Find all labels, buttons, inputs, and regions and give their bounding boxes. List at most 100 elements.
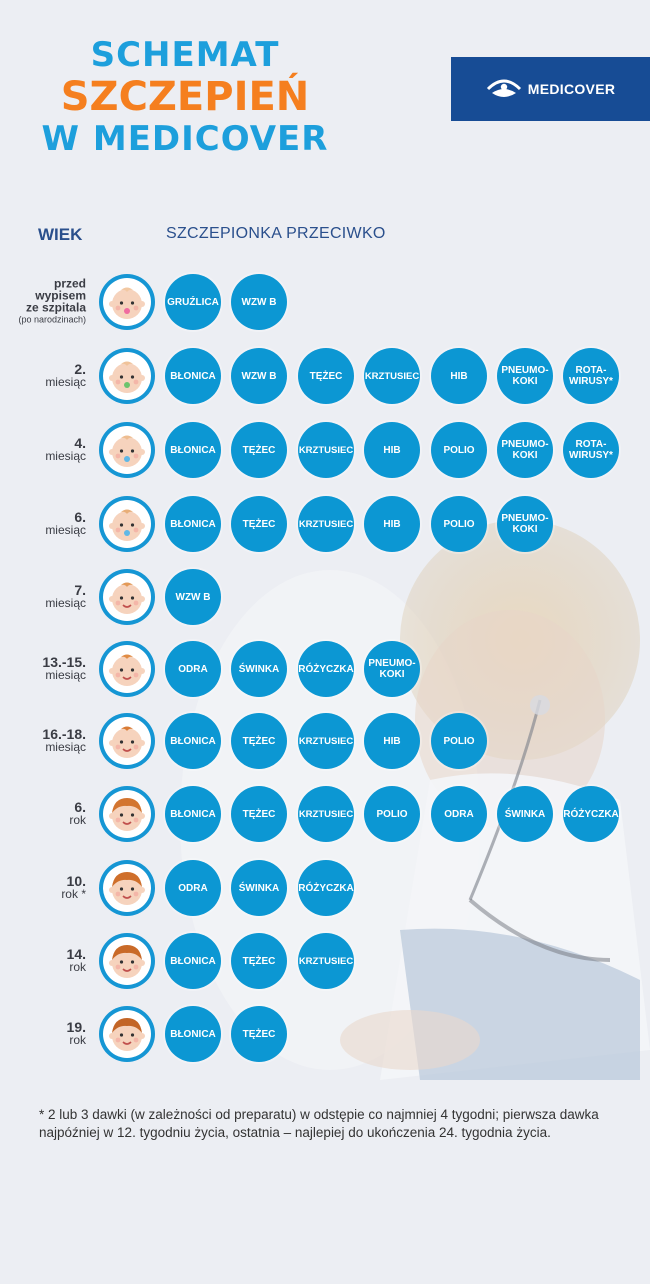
age-label-line: miesiąc bbox=[45, 523, 86, 537]
age-label: 13.-15. miesiąc bbox=[42, 654, 86, 682]
age-column-header: WIEK bbox=[38, 225, 83, 244]
vaccine-bubble: RÓŻYCZKA bbox=[298, 641, 354, 697]
vaccine-bubble: TĘŻEC bbox=[231, 713, 287, 769]
vaccine-bubble: PNEUMO- KOKI bbox=[497, 496, 553, 552]
baby-face-icon bbox=[99, 713, 155, 769]
age-label-line: rok bbox=[69, 960, 86, 974]
baby-face-icon bbox=[99, 786, 155, 842]
vaccine-bubble: BŁONICA bbox=[165, 933, 221, 989]
vaccine-bubble: KRZTUSIEC bbox=[364, 348, 420, 404]
schedule-row: 6. miesiąc BŁONICA TĘŻEC KRZTUSIEC HIB POLIO PN… bbox=[0, 496, 650, 552]
age-label: 2. miesiąc bbox=[45, 362, 86, 389]
schedule-row: 13.-15. miesiąc ODRA ŚWINKA RÓŻYCZKA PNEUMO- K… bbox=[0, 641, 650, 697]
age-label-line: rok bbox=[69, 1033, 86, 1047]
vaccine-bubble: ŚWINKA bbox=[497, 786, 553, 842]
logo-text: MEDICOVER bbox=[527, 81, 616, 97]
age-label-line: wypisem bbox=[35, 288, 86, 303]
age-label-line: 7. bbox=[74, 582, 86, 598]
baby-face-icon bbox=[99, 860, 155, 916]
vaccine-bubble: HIB bbox=[431, 348, 487, 404]
schedule-row: 10. rok * ODRA ŚWINKA RÓŻYCZKA bbox=[0, 860, 650, 916]
baby-face-icon bbox=[99, 641, 155, 697]
age-note: (po narodzinach) bbox=[18, 314, 86, 325]
age-label: przed wypisem ze szpitala (po narodzinach) bbox=[18, 278, 86, 327]
vaccine-bubble: ROTA- WIRUSY* bbox=[563, 422, 619, 478]
vaccine-bubble: TĘŻEC bbox=[231, 933, 287, 989]
age-label: 6. rok bbox=[69, 800, 86, 827]
age-label: 6. miesiąc bbox=[45, 509, 86, 537]
baby-face-icon bbox=[99, 348, 155, 404]
vaccine-bubble: POLIO bbox=[431, 713, 487, 769]
age-label-line: 14. bbox=[66, 946, 86, 962]
vaccine-bubble: BŁONICA bbox=[165, 1006, 221, 1062]
schedule-row: 4. miesiąc BŁONICA TĘŻEC KRZTUSIEC HIB POLIO PN… bbox=[0, 422, 650, 478]
age-label-line: 13.-15. bbox=[42, 654, 86, 670]
baby-face-icon bbox=[99, 496, 155, 552]
schedule-row: 16.-18. miesiąc BŁONICA TĘŻEC KRZTUSIEC HIB PO… bbox=[0, 713, 650, 769]
title-line-1: SCHEMAT bbox=[90, 35, 280, 75]
vaccine-bubble: RÓŻYCZKA bbox=[298, 860, 354, 916]
vaccine-bubble: KRZTUSIEC bbox=[298, 933, 354, 989]
vaccine-bubble: ODRA bbox=[165, 641, 221, 697]
schedule-row: 2. miesiąc BŁONICA WZW B TĘŻEC KRZTUSIEC HIB PN… bbox=[0, 348, 650, 404]
age-label-line: 19. bbox=[66, 1019, 86, 1035]
baby-face-icon bbox=[99, 422, 155, 478]
schedule-row: 7. miesiąc WZW B bbox=[0, 569, 650, 625]
age-label-line: miesiąc bbox=[45, 668, 86, 682]
age-label: 19. rok bbox=[66, 1019, 86, 1047]
vaccine-bubble: POLIO bbox=[431, 422, 487, 478]
vaccine-bubble: PNEUMO- KOKI bbox=[497, 422, 553, 478]
vaccine-bubble: HIB bbox=[364, 496, 420, 552]
title-line-2: SZCZEPIEŃ bbox=[60, 74, 310, 120]
baby-face-icon bbox=[99, 274, 155, 330]
vaccine-bubble: TĘŻEC bbox=[231, 422, 287, 478]
vaccine-bubble: KRZTUSIEC bbox=[298, 422, 354, 478]
vaccine-bubble: TĘŻEC bbox=[231, 786, 287, 842]
vaccine-bubble: RÓŻYCZKA bbox=[563, 786, 619, 842]
vaccine-bubble: TĘŻEC bbox=[298, 348, 354, 404]
schedule-row: 6. rok BŁONICA TĘŻEC KRZTUSIEC POLIO ODRA ŚWINK… bbox=[0, 786, 650, 842]
vaccine-bubble: ODRA bbox=[431, 786, 487, 842]
age-label-line: ze szpitala bbox=[25, 300, 86, 315]
age-label-line: 6. bbox=[74, 509, 86, 525]
schedule-row: 14. rok BŁONICA TĘŻEC KRZTUSIEC bbox=[0, 933, 650, 989]
age-label-line: miesiąc bbox=[45, 375, 86, 389]
vaccine-bubble: KRZTUSIEC bbox=[298, 496, 354, 552]
vaccine-bubble: ODRA bbox=[165, 860, 221, 916]
medicover-logo-icon bbox=[486, 79, 521, 97]
vaccine-bubble: WZW B bbox=[165, 569, 221, 625]
footnote: * 2 lub 3 dawki (w zależności od prepara… bbox=[39, 1107, 599, 1140]
baby-face-icon bbox=[99, 569, 155, 625]
schedule-row: przed wypisem ze szpitala (po narodzinach) G… bbox=[0, 274, 650, 330]
vaccine-bubble: KRZTUSIEC bbox=[298, 786, 354, 842]
vaccine-bubble: PNEUMO- KOKI bbox=[364, 641, 420, 697]
age-label: 14. rok bbox=[66, 946, 86, 974]
age-label: 10. rok * bbox=[61, 873, 86, 901]
vaccine-bubble: POLIO bbox=[364, 786, 420, 842]
vaccine-bubble: ŚWINKA bbox=[231, 860, 287, 916]
vaccine-bubble: TĘŻEC bbox=[231, 496, 287, 552]
vaccine-bubble: ŚWINKA bbox=[231, 641, 287, 697]
vaccine-bubble: BŁONICA bbox=[165, 496, 221, 552]
age-label-line: przed bbox=[53, 276, 86, 291]
vaccine-bubble: BŁONICA bbox=[165, 422, 221, 478]
vaccine-bubble: GRUŹLICA bbox=[165, 274, 221, 330]
schedule-row: 19. rok BŁONICA TĘŻEC bbox=[0, 1006, 650, 1062]
age-label-line: 10. bbox=[66, 873, 86, 889]
vaccine-bubble: WZW B bbox=[231, 274, 287, 330]
vaccine-bubble: BŁONICA bbox=[165, 713, 221, 769]
vaccine-bubble: ROTA- WIRUSY* bbox=[563, 348, 619, 404]
age-label-line: miesiąc bbox=[45, 449, 86, 463]
vaccine-bubble: POLIO bbox=[431, 496, 487, 552]
vaccine-bubble: PNEUMO- KOKI bbox=[497, 348, 553, 404]
age-label-line: 4. bbox=[74, 435, 86, 451]
vaccine-bubble: HIB bbox=[364, 422, 420, 478]
vaccine-bubble: BŁONICA bbox=[165, 786, 221, 842]
medicover-logo: MEDICOVER bbox=[451, 57, 650, 121]
baby-face-icon bbox=[99, 1006, 155, 1062]
page-title: SCHEMAT SZCZEPIEŃ W MEDICOVER bbox=[30, 34, 340, 160]
vaccine-bubble: BŁONICA bbox=[165, 348, 221, 404]
vaccine-bubble: TĘŻEC bbox=[231, 1006, 287, 1062]
age-label-line: miesiąc bbox=[45, 740, 86, 754]
